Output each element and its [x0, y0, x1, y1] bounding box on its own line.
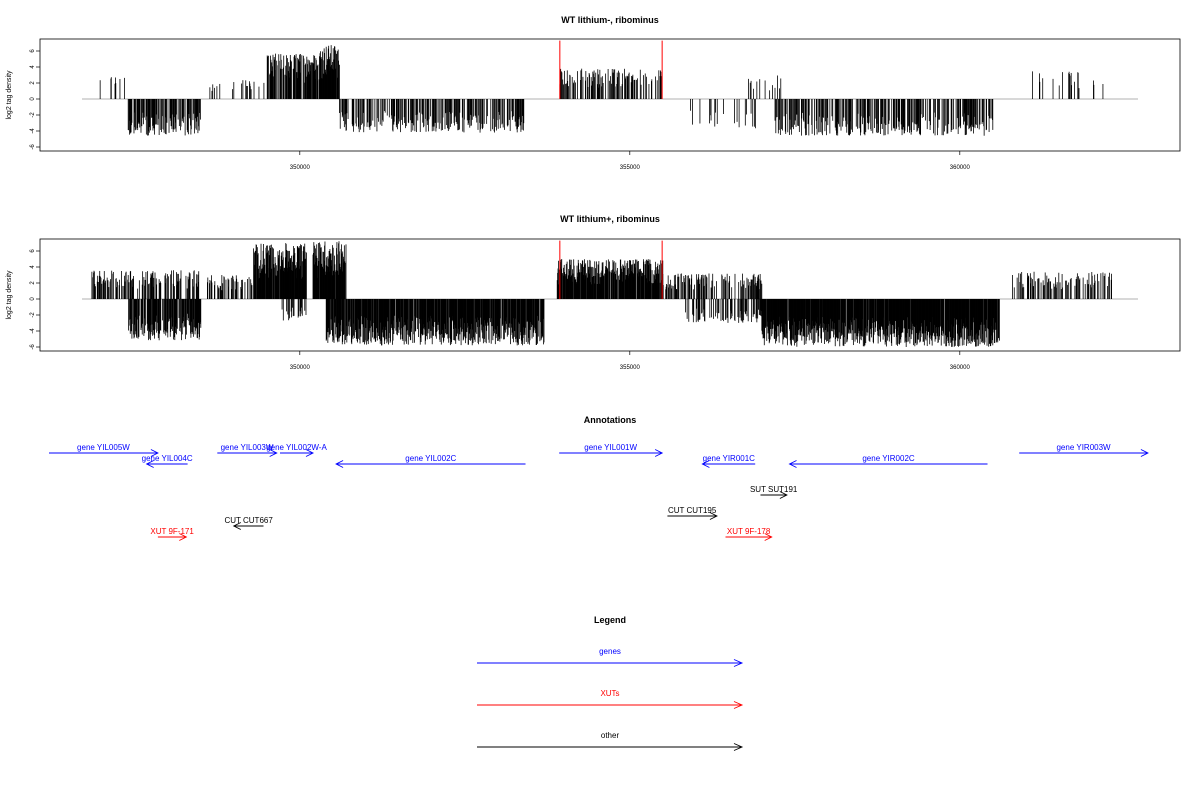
legend: Legend genes XUTs other	[477, 615, 744, 751]
density-panel-lithium-plus: WT lithium+, ribominus log2 tag density …	[6, 214, 1181, 371]
feature-arrow: CUT CUT667	[224, 516, 273, 530]
annotations-title: Annotations	[584, 415, 637, 425]
feature-arrow: gene YIL001W	[559, 443, 664, 457]
x-tick-label: 350000	[290, 365, 311, 371]
x-axis: 350000 355000 360000	[290, 151, 971, 171]
density-panel-lithium-minus: WT lithium-, ribominus log2 tag density …	[6, 15, 1181, 171]
feature-label: CUT CUT195	[668, 506, 717, 515]
legend-items: genes XUTs other	[477, 647, 744, 751]
legend-title: Legend	[594, 615, 626, 625]
y-tick-label: 0	[30, 297, 36, 301]
y-axis: -6 -4 -2 0 2 4 6	[30, 249, 40, 350]
feature-arrow: gene YIL003W	[217, 443, 278, 457]
y-tick-label: -2	[30, 312, 36, 318]
feature-label: XUT 9F-171	[150, 527, 194, 536]
y-tick-label: 6	[30, 49, 36, 53]
legend-item-genes: genes	[477, 647, 744, 667]
feature-label: gene YIL004C	[142, 454, 193, 463]
feature-arrow: gene YIR001C	[701, 454, 756, 468]
density-bars	[99, 45, 1104, 136]
feature-arrow: CUT CUT195	[667, 506, 718, 520]
y-tick-label: -6	[30, 344, 36, 350]
x-tick-label: 355000	[620, 365, 641, 371]
feature-label: gene YIL003W	[221, 443, 274, 452]
feature-label: XUT 9F-178	[727, 527, 771, 536]
x-tick-label: 350000	[290, 165, 311, 171]
panel-title: WT lithium-, ribominus	[561, 15, 659, 25]
x-tick-label: 355000	[620, 165, 641, 171]
y-tick-label: 6	[30, 249, 36, 253]
legend-label: genes	[599, 647, 621, 656]
legend-label: XUTs	[600, 689, 619, 698]
y-tick-label: 2	[30, 281, 36, 285]
feature-label: gene YIR002C	[862, 454, 915, 463]
feature-arrow: XUT 9F-178	[725, 527, 773, 541]
plot-frame	[39, 38, 1181, 152]
feature-arrow: gene YIL002W-A	[266, 443, 327, 457]
region-markers	[559, 240, 663, 299]
panel-title: WT lithium+, ribominus	[560, 214, 660, 224]
x-axis: 350000 355000 360000	[290, 351, 971, 371]
feature-label: CUT CUT667	[224, 516, 273, 525]
feature-arrow: gene YIL002C	[335, 454, 526, 468]
feature-arrow: SUT SUT191	[750, 485, 798, 499]
feature-label: gene YIL002C	[405, 454, 456, 463]
feature-arrow: gene YIR002C	[788, 454, 988, 468]
feature-arrow: XUT 9F-171	[150, 527, 194, 541]
density-bars	[91, 241, 1112, 347]
y-tick-label: -2	[30, 112, 36, 118]
feature-arrow: gene YIL004C	[142, 454, 193, 468]
y-tick-label: 0	[30, 97, 36, 101]
y-tick-label: 4	[30, 65, 36, 69]
feature-label: gene YIL002W-A	[266, 443, 327, 452]
feature-arrow: gene YIR003W	[1019, 443, 1149, 457]
y-axis-label: log2 tag density	[6, 70, 13, 120]
feature-label: gene YIR001C	[703, 454, 756, 463]
feature-label: gene YIL001W	[584, 443, 637, 452]
legend-item-xuts: XUTs	[477, 689, 744, 709]
y-tick-label: 2	[30, 81, 36, 85]
y-axis-label: log2 tag density	[6, 270, 13, 320]
y-tick-label: -6	[30, 144, 36, 150]
y-axis: -6 -4 -2 0 2 4 6	[30, 49, 40, 150]
annotations-track: Annotations gene YIL005W gene YIL004C gene…	[49, 415, 1149, 541]
x-tick-label: 360000	[950, 365, 971, 371]
feature-label: gene YIR003W	[1056, 443, 1111, 452]
plot-frame	[39, 238, 1181, 352]
feature-label: SUT SUT191	[750, 485, 798, 494]
legend-item-other: other	[477, 731, 744, 751]
feature-label: gene YIL005W	[77, 443, 130, 452]
y-tick-label: 4	[30, 265, 36, 269]
x-tick-label: 360000	[950, 165, 971, 171]
y-tick-label: -4	[30, 128, 36, 134]
feature-arrow: gene YIL005W	[49, 443, 159, 457]
legend-label: other	[601, 731, 620, 740]
region-markers	[559, 40, 663, 99]
y-tick-label: -4	[30, 328, 36, 334]
